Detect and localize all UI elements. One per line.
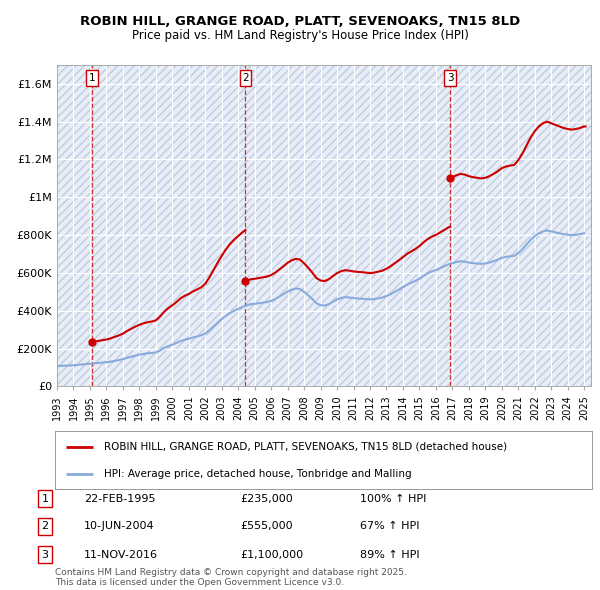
Text: £1,100,000: £1,100,000: [240, 550, 303, 559]
Text: Contains HM Land Registry data © Crown copyright and database right 2025.
This d: Contains HM Land Registry data © Crown c…: [55, 568, 407, 587]
Text: 2: 2: [242, 73, 249, 83]
Text: ROBIN HILL, GRANGE ROAD, PLATT, SEVENOAKS, TN15 8LD: ROBIN HILL, GRANGE ROAD, PLATT, SEVENOAK…: [80, 15, 520, 28]
Text: 3: 3: [447, 73, 454, 83]
Text: 11-NOV-2016: 11-NOV-2016: [84, 550, 158, 559]
Text: 10-JUN-2004: 10-JUN-2004: [84, 522, 155, 531]
Text: £235,000: £235,000: [240, 494, 293, 503]
Text: 1: 1: [89, 73, 95, 83]
Text: 89% ↑ HPI: 89% ↑ HPI: [360, 550, 419, 559]
Text: 22-FEB-1995: 22-FEB-1995: [84, 494, 155, 503]
Text: Price paid vs. HM Land Registry's House Price Index (HPI): Price paid vs. HM Land Registry's House …: [131, 30, 469, 42]
Text: ROBIN HILL, GRANGE ROAD, PLATT, SEVENOAKS, TN15 8LD (detached house): ROBIN HILL, GRANGE ROAD, PLATT, SEVENOAK…: [104, 442, 506, 452]
Text: 67% ↑ HPI: 67% ↑ HPI: [360, 522, 419, 531]
Text: HPI: Average price, detached house, Tonbridge and Malling: HPI: Average price, detached house, Tonb…: [104, 469, 411, 479]
Text: 1: 1: [41, 494, 49, 503]
Text: 100% ↑ HPI: 100% ↑ HPI: [360, 494, 427, 503]
Text: 2: 2: [41, 522, 49, 531]
Text: £555,000: £555,000: [240, 522, 293, 531]
Text: 3: 3: [41, 550, 49, 559]
